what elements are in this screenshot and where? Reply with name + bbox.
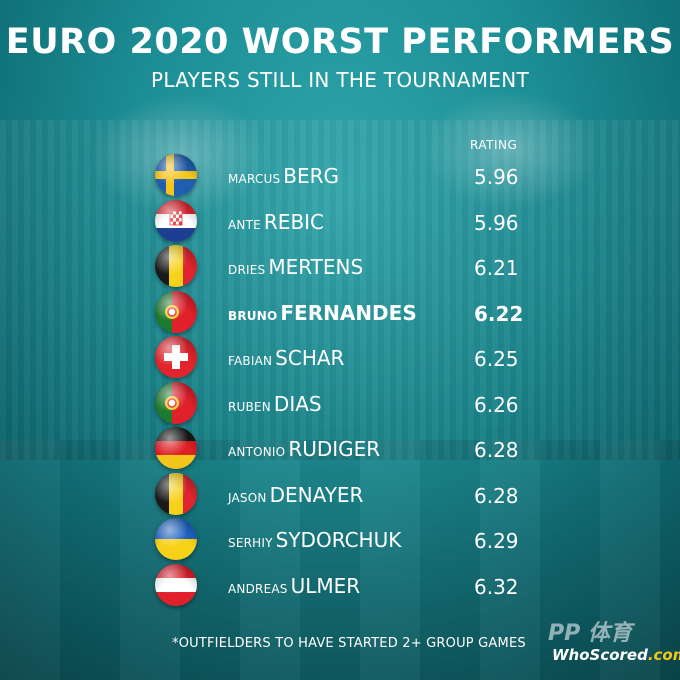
player-rating: 6.28 — [474, 483, 519, 508]
footnote: *OUTFIELDERS TO HAVE STARTED 2+ GROUP GA… — [172, 636, 526, 651]
player-first-name: ANDREAS — [228, 581, 288, 596]
player-rating: 6.28 — [474, 438, 519, 462]
player-rating: 6.21 — [474, 256, 519, 280]
rating-column-header: RATING — [470, 138, 518, 152]
player-row: BRUNO FERNANDES 6.22 — [0, 289, 680, 335]
player-first-name: RUBEN — [228, 399, 271, 414]
player-row: JASON DENAYER 6.28 — [0, 471, 680, 517]
player-first-name: ANTONIO — [228, 445, 286, 459]
switzerland-flag-icon — [155, 336, 197, 378]
player-first-name: ANTE — [228, 217, 261, 232]
player-list: MARCUS BERG 5.96 ANTE REBIC 5.96 DRIES MERT… — [0, 152, 680, 607]
stadium-stands-background — [0, 120, 680, 460]
page-title: EURO 2020 WORST PERFORMERS — [5, 22, 675, 62]
player-last-name: RUDIGER — [288, 437, 381, 461]
belgium-flag-icon — [155, 472, 197, 515]
player-rating: 5.96 — [474, 210, 519, 235]
player-last-name: SYDORCHUK — [275, 528, 402, 552]
player-rating: 5.96 — [474, 165, 519, 189]
player-rating: 6.25 — [474, 347, 519, 371]
player-first-name: DRIES — [228, 263, 266, 277]
sweden-flag-icon — [155, 154, 197, 196]
player-last-name: DIAS — [273, 391, 322, 416]
player-first-name: JASON — [228, 490, 267, 505]
whoscored-logo: WhoScored.com — [552, 646, 680, 664]
croatia-flag-icon — [155, 199, 197, 242]
player-last-name: FERNANDES — [280, 300, 417, 325]
player-row: DRIES MERTENS 6.21 — [0, 243, 680, 289]
player-rating: 6.22 — [474, 301, 524, 326]
player-first-name: SERHIY — [228, 536, 273, 550]
player-first-name: BRUNO — [228, 308, 278, 323]
player-rating: 6.32 — [474, 574, 519, 599]
player-last-name: MERTENS — [268, 255, 364, 279]
player-last-name: SCHAR — [275, 346, 345, 370]
player-last-name: DENAYER — [269, 482, 364, 507]
page-subtitle: PLAYERS STILL IN THE TOURNAMENT — [150, 68, 530, 92]
whoscored-logo-suffix: .com — [647, 646, 680, 664]
player-last-name: BERG — [283, 164, 340, 188]
portugal-flag-icon — [155, 381, 197, 424]
player-row: SERHIY SYDORCHUK 6.29 — [0, 516, 680, 562]
pp-sports-watermark: PP 体育 — [548, 621, 632, 646]
player-first-name: MARCUS — [228, 172, 281, 186]
player-last-name: ULMER — [290, 573, 361, 598]
player-row: ANTONIO RUDIGER 6.28 — [0, 425, 680, 471]
ukraine-flag-icon — [155, 518, 197, 560]
floodlight-glow — [420, 90, 600, 210]
germany-flag-icon — [155, 427, 197, 469]
pitch-background — [0, 440, 680, 680]
player-first-name: FABIAN — [228, 354, 273, 368]
player-row: MARCUS BERG 5.96 — [0, 152, 680, 198]
austria-flag-icon — [155, 563, 197, 606]
player-rating: 6.29 — [474, 529, 519, 553]
player-row: RUBEN DIAS 6.26 — [0, 380, 680, 426]
player-last-name: REBIC — [263, 209, 325, 234]
player-rating: 6.26 — [474, 392, 519, 417]
player-row: ANTE REBIC 5.96 — [0, 198, 680, 244]
player-row: ANDREAS ULMER 6.32 — [0, 562, 680, 608]
whoscored-logo-main: WhoScored — [552, 646, 648, 664]
player-row: FABIAN SCHAR 6.25 — [0, 334, 680, 380]
belgium-flag-icon — [155, 245, 197, 287]
portugal-flag-icon — [155, 290, 197, 333]
